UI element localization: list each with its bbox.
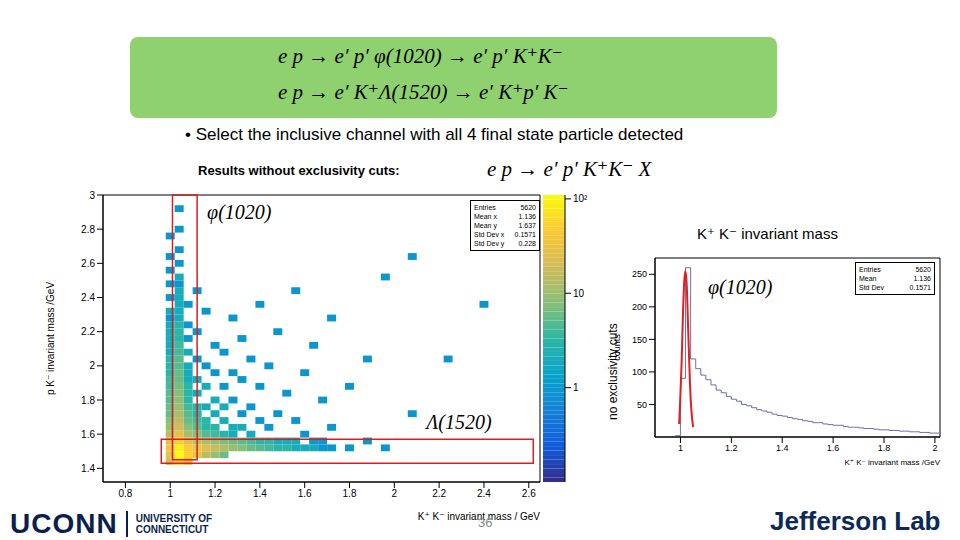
svg-text:1.4: 1.4 [253,488,267,499]
svg-text:1.4: 1.4 [776,443,789,453]
svg-text:2.2: 2.2 [81,326,95,337]
svg-text:1: 1 [573,382,579,393]
svg-text:2.8: 2.8 [81,224,95,235]
svg-text:1.6: 1.6 [81,429,95,440]
svg-text:1.8: 1.8 [343,488,357,499]
svg-text:1.6: 1.6 [827,443,840,453]
svg-text:1.2: 1.2 [725,443,738,453]
svg-text:1.8: 1.8 [878,443,891,453]
svg-text:2.4: 2.4 [81,292,95,303]
svg-text:200: 200 [632,302,647,312]
svg-text:2: 2 [392,488,398,499]
svg-text:φ(1020): φ(1020) [207,201,272,224]
svg-text:1.2: 1.2 [208,488,222,499]
svg-text:2: 2 [932,443,937,453]
svg-text:Λ(1520): Λ(1520) [424,411,492,434]
svg-text:50: 50 [637,400,647,410]
svg-text:2.6: 2.6 [522,488,536,499]
svg-text:2.2: 2.2 [432,488,446,499]
svg-text:p K⁻ invariant mass /GeV: p K⁻ invariant mass /GeV [45,282,56,395]
svg-text:10: 10 [573,288,585,299]
svg-text:3: 3 [89,190,95,201]
svg-text:150: 150 [632,335,647,345]
svg-text:1: 1 [167,488,173,499]
svg-text:2: 2 [89,360,95,371]
svg-text:K⁺ K⁻ invariant mass /GeV: K⁺ K⁻ invariant mass /GeV [844,458,940,467]
svg-text:2.4: 2.4 [477,488,491,499]
svg-text:1: 1 [678,443,683,453]
svg-text:0.8: 0.8 [118,488,132,499]
svg-text:1.4: 1.4 [81,463,95,474]
svg-text:1.6: 1.6 [298,488,312,499]
svg-text:1.8: 1.8 [81,395,95,406]
svg-text:100: 100 [632,367,647,377]
svg-text:250: 250 [632,269,647,279]
svg-text:2.6: 2.6 [81,258,95,269]
svg-text:10²: 10² [573,193,588,204]
